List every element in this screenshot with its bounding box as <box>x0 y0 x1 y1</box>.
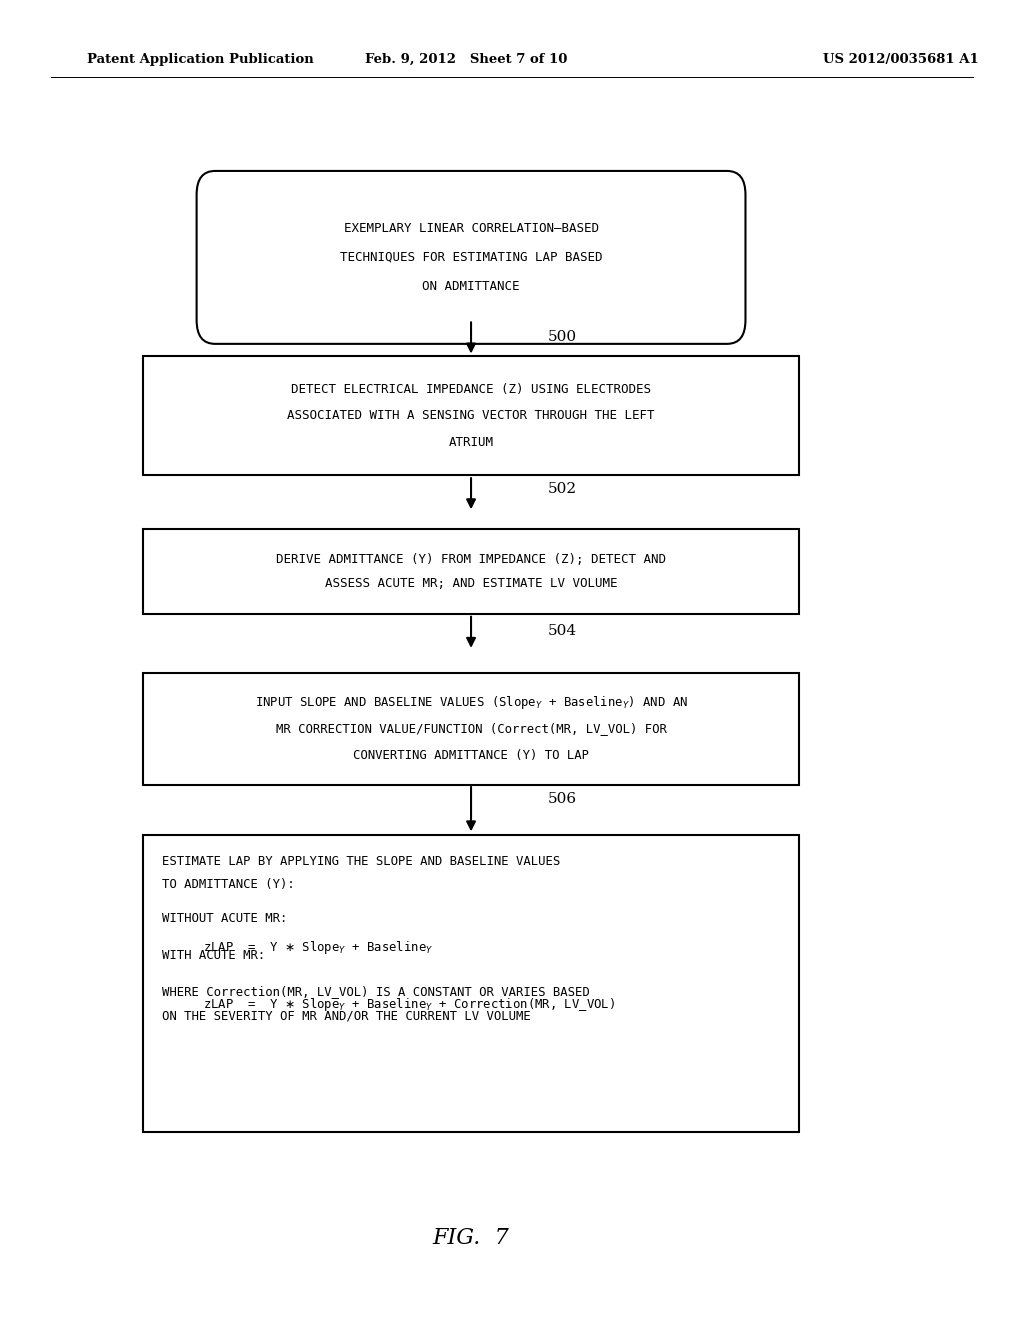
Text: WHERE Correction(MR, LV_VOL) IS A CONSTANT OR VARIES BASED: WHERE Correction(MR, LV_VOL) IS A CONSTA… <box>162 985 590 998</box>
Text: 502: 502 <box>548 482 577 496</box>
Text: WITH ACUTE MR:: WITH ACUTE MR: <box>162 949 265 961</box>
Text: Feb. 9, 2012   Sheet 7 of 10: Feb. 9, 2012 Sheet 7 of 10 <box>365 53 567 66</box>
Text: DERIVE ADMITTANCE (Y) FROM IMPEDANCE (Z); DETECT AND: DERIVE ADMITTANCE (Y) FROM IMPEDANCE (Z)… <box>276 553 666 566</box>
Text: MR CORRECTION VALUE/FUNCTION (Correct(MR, LV_VOL) FOR: MR CORRECTION VALUE/FUNCTION (Correct(MR… <box>275 722 667 735</box>
FancyBboxPatch shape <box>143 529 799 615</box>
Text: ON ADMITTANCE: ON ADMITTANCE <box>422 280 520 293</box>
Text: 506: 506 <box>548 792 577 807</box>
Text: 504: 504 <box>548 624 577 639</box>
Text: ON THE SEVERITY OF MR AND/OR THE CURRENT LV VOLUME: ON THE SEVERITY OF MR AND/OR THE CURRENT… <box>162 1008 530 1022</box>
Text: CONVERTING ADMITTANCE (Y) TO LAP: CONVERTING ADMITTANCE (Y) TO LAP <box>353 748 589 762</box>
FancyBboxPatch shape <box>197 170 745 343</box>
Text: TECHNIQUES FOR ESTIMATING LAP BASED: TECHNIQUES FOR ESTIMATING LAP BASED <box>340 251 602 264</box>
Text: Patent Application Publication: Patent Application Publication <box>87 53 313 66</box>
Text: TO ADMITTANCE (Y):: TO ADMITTANCE (Y): <box>162 879 295 891</box>
Text: DETECT ELECTRICAL IMPEDANCE (Z) USING ELECTRODES: DETECT ELECTRICAL IMPEDANCE (Z) USING EL… <box>291 383 651 396</box>
Text: WITHOUT ACUTE MR:: WITHOUT ACUTE MR: <box>162 912 287 925</box>
Text: FIG.  7: FIG. 7 <box>433 1228 509 1249</box>
Text: INPUT SLOPE AND BASELINE VALUES (Slope$_Y$ + Baseline$_Y$) AND AN: INPUT SLOPE AND BASELINE VALUES (Slope$_… <box>255 694 687 710</box>
Text: ATRIUM: ATRIUM <box>449 436 494 449</box>
Text: ASSESS ACUTE MR; AND ESTIMATE LV VOLUME: ASSESS ACUTE MR; AND ESTIMATE LV VOLUME <box>325 577 617 590</box>
Text: US 2012/0035681 A1: US 2012/0035681 A1 <box>823 53 979 66</box>
Text: ESTIMATE LAP BY APPLYING THE SLOPE AND BASELINE VALUES: ESTIMATE LAP BY APPLYING THE SLOPE AND B… <box>162 855 560 867</box>
Text: EXEMPLARY LINEAR CORRELATION–BASED: EXEMPLARY LINEAR CORRELATION–BASED <box>343 222 599 235</box>
FancyBboxPatch shape <box>143 834 799 1131</box>
FancyBboxPatch shape <box>143 356 799 475</box>
Text: 500: 500 <box>548 330 577 345</box>
Text: zLAP  =  Y $\ast$ Slope$_Y$ + Baseline$_Y$: zLAP = Y $\ast$ Slope$_Y$ + Baseline$_Y$ <box>203 939 433 956</box>
FancyBboxPatch shape <box>143 672 799 784</box>
Text: zLAP  =  Y $\ast$ Slope$_Y$ + Baseline$_Y$ + Correction(MR, LV_VOL): zLAP = Y $\ast$ Slope$_Y$ + Baseline$_Y$… <box>203 997 614 1012</box>
Text: ASSOCIATED WITH A SENSING VECTOR THROUGH THE LEFT: ASSOCIATED WITH A SENSING VECTOR THROUGH… <box>288 409 654 422</box>
